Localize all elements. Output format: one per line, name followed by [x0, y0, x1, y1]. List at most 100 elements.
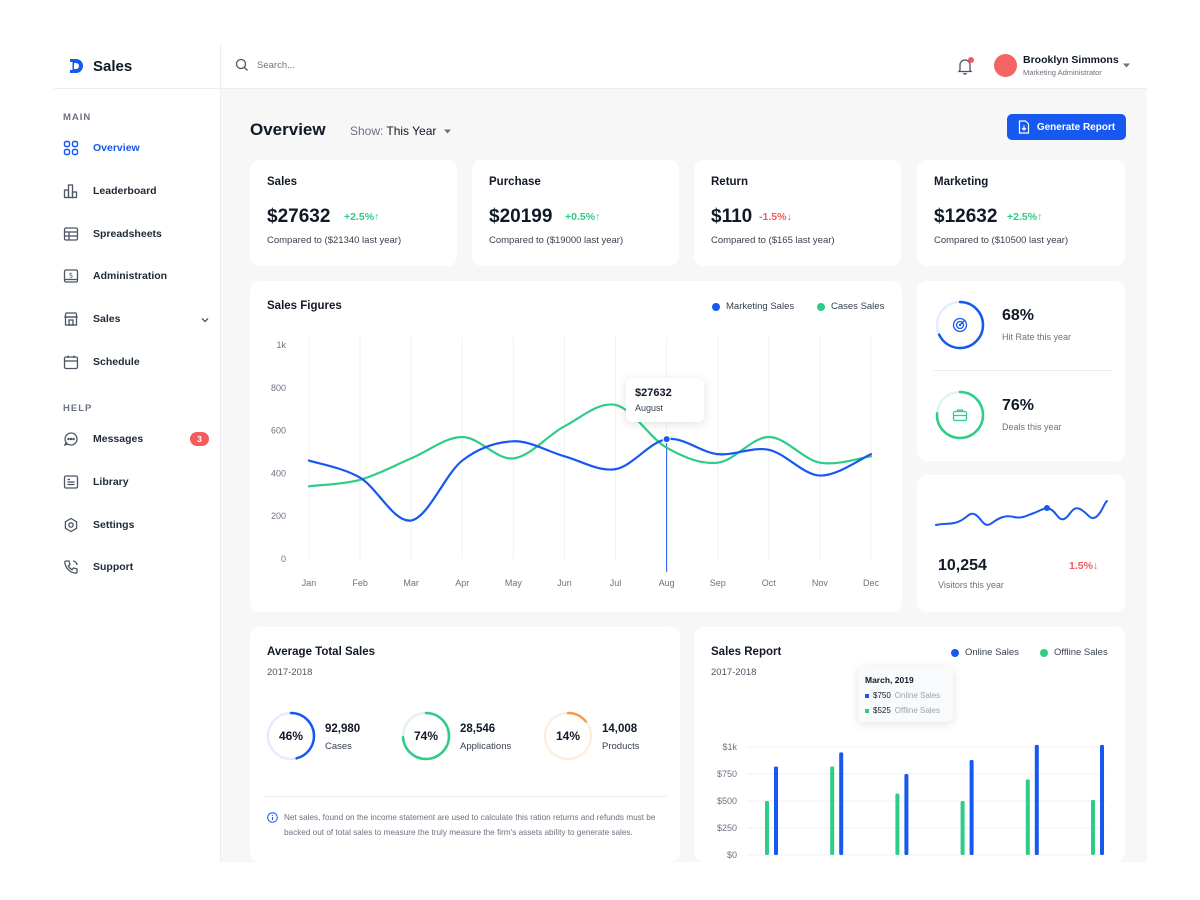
- sidebar-item-label: Library: [93, 476, 129, 488]
- tooltip-title: March, 2019: [865, 675, 914, 685]
- sidebar-item-label: Support: [93, 561, 134, 573]
- stat-change-value: +2.5%: [344, 211, 375, 223]
- sidebar-item-support[interactable]: Support: [63, 556, 211, 578]
- sidebar-item-label: Leaderboard: [93, 185, 157, 197]
- bar-offline[interactable]: [765, 801, 769, 855]
- stat-card-marketing: Marketing $12632 +2.5%↑ Compared to ($10…: [917, 160, 1125, 266]
- stat-compare: Compared to ($21340 last year): [267, 235, 402, 246]
- visitors-change-value: 1.5%: [1069, 560, 1093, 572]
- tooltip-offline-value: $525: [873, 706, 891, 715]
- page-title: Overview: [250, 120, 326, 139]
- sales-figures-title: Sales Figures: [267, 300, 342, 312]
- bar-online[interactable]: [839, 752, 844, 855]
- stat-value: $12632: [934, 206, 998, 227]
- search-bar: [235, 58, 457, 72]
- rates-card: 68% Hit Rate this year 76% Deals this ye…: [917, 281, 1125, 461]
- sidebar-item-schedule[interactable]: Schedule: [63, 351, 211, 373]
- notifications-button[interactable]: [957, 57, 974, 75]
- y-tick-label: 200: [271, 511, 286, 521]
- book-icon: [63, 474, 79, 490]
- x-tick-label: Feb: [352, 578, 368, 588]
- stat-compare: Compared to ($10500 last year): [934, 235, 1069, 246]
- bar-online[interactable]: [969, 759, 974, 855]
- sidebar-item-spreadsheets[interactable]: Spreadsheets: [63, 223, 211, 245]
- stat-compare: Compared to ($165 last year): [711, 235, 835, 246]
- cases-label: Cases: [325, 741, 352, 752]
- stat-card-return: Return $110 -1.5%↓ Compared to ($165 las…: [694, 160, 901, 266]
- sidebar-item-label: Sales: [93, 313, 121, 325]
- applications-pct: 74%: [413, 729, 439, 743]
- sidebar-item-messages[interactable]: Messages 3: [63, 428, 211, 450]
- bar-offline[interactable]: [895, 793, 900, 855]
- applications-number: 28,546: [460, 723, 496, 735]
- visitors-label: Visitors this year: [938, 580, 1004, 590]
- topbar: Brooklyn Simmons Marketing Administrator: [221, 44, 1147, 89]
- stat-title: Marketing: [934, 176, 989, 188]
- bar-offline[interactable]: [960, 801, 965, 855]
- bell-icon: [957, 59, 973, 75]
- bar-online[interactable]: [1034, 744, 1039, 855]
- chevron-down-icon[interactable]: [199, 313, 211, 331]
- period-selector[interactable]: Show: This Year: [350, 124, 453, 138]
- sales-figures-chart: Jan Feb Mar Apr May Jun Jul Aug Sep Oct Nov Dec 1k 80…: [271, 337, 879, 588]
- sidebar-item-overview[interactable]: Overview: [63, 137, 211, 159]
- applications-label: Applications: [460, 741, 512, 752]
- deals-label: Deals this year: [1002, 422, 1062, 432]
- search-input[interactable]: [257, 59, 457, 71]
- grid-icon: [63, 140, 79, 156]
- arrow-up-icon: ↑: [1037, 211, 1043, 223]
- phone-icon: [63, 559, 79, 575]
- stat-change: +2.5%↑: [344, 211, 379, 223]
- rates-divider: [934, 370, 1113, 371]
- y-tick-label: 1k: [276, 340, 286, 350]
- bar-online[interactable]: [774, 766, 778, 855]
- sidebar-item-administration[interactable]: $ Administration: [63, 265, 211, 287]
- tooltip-online-label: Online Sales: [894, 691, 941, 700]
- legend-label: Marketing Sales: [726, 301, 795, 312]
- bar-online[interactable]: [1100, 744, 1104, 855]
- caret-down-icon[interactable]: [1122, 61, 1131, 70]
- sidebar-item-library[interactable]: Library: [63, 471, 211, 493]
- legend-label: Cases Sales: [831, 301, 885, 312]
- legend-item-online: Online Sales: [951, 647, 1019, 658]
- stat-card-sales: Sales $27632 +2.5%↑ Compared to ($21340 …: [250, 160, 457, 266]
- bar-offline[interactable]: [830, 766, 835, 855]
- generate-report-button[interactable]: Generate Report: [1007, 114, 1126, 140]
- sidebar-item-leaderboard[interactable]: Leaderboard: [63, 180, 211, 202]
- products-label: Products: [602, 741, 640, 752]
- y-tick-label: 600: [271, 426, 286, 436]
- sidebar-item-sales[interactable]: Sales: [63, 308, 211, 330]
- period-selector-label: Show:: [350, 124, 384, 138]
- highlight-point[interactable]: [662, 435, 671, 444]
- x-tick-label: Jul: [610, 578, 622, 588]
- generate-report-label: Generate Report: [1036, 121, 1116, 133]
- sidebar-item-label: Administration: [93, 270, 168, 282]
- series-line: [307, 403, 873, 488]
- sales-report-title: Sales Report: [711, 646, 782, 658]
- arrow-down-icon: ↓: [786, 211, 792, 223]
- stat-value: $27632: [267, 206, 331, 227]
- bar-chart-icon: [63, 183, 79, 199]
- offline-marker: [865, 708, 869, 713]
- bar-online[interactable]: [904, 774, 909, 855]
- avatar[interactable]: [994, 54, 1017, 77]
- stat-title: Sales: [267, 176, 298, 188]
- products-number: 14,008: [602, 723, 638, 735]
- sidebar-item-settings[interactable]: Settings: [63, 514, 211, 536]
- y-tick-label: $500: [717, 796, 737, 806]
- bar-offline[interactable]: [1091, 799, 1095, 855]
- arrow-up-icon: ↑: [374, 211, 380, 223]
- legend-label: Online Sales: [965, 647, 1019, 658]
- caret-down-icon: [444, 129, 452, 133]
- table-icon: [63, 226, 79, 242]
- app-logo[interactable]: Sales: [67, 55, 132, 77]
- tooltip-offline-label: Offline Sales: [894, 706, 941, 715]
- stat-value: $110: [711, 206, 753, 227]
- x-tick-label: Mar: [403, 578, 419, 588]
- avg-sales-period: 2017-2018: [267, 667, 313, 678]
- stat-value: $20199: [489, 206, 553, 227]
- legend-dot: [712, 302, 720, 311]
- online-marker: [865, 693, 869, 698]
- stat-change-value: -1.5%: [759, 211, 787, 223]
- bar-offline[interactable]: [1025, 779, 1030, 855]
